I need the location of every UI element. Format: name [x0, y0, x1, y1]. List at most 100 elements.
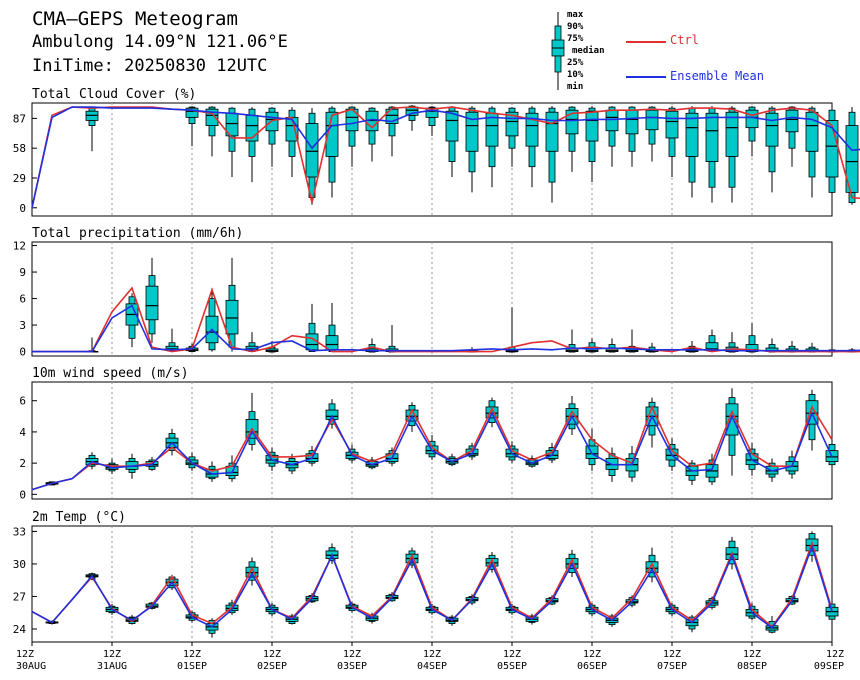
box-lower-tail: [668, 137, 676, 157]
legend-stat-75: 75%: [567, 34, 584, 44]
legend-mean-label: Ensemble Mean: [670, 69, 764, 83]
x-tick-hour: 12Z: [826, 649, 844, 660]
box-iqr: [425, 107, 439, 118]
box-upper-tail: [648, 554, 656, 563]
box-upper-tail: [168, 433, 176, 439]
box-iqr: [845, 125, 859, 193]
box-iqr: [745, 109, 759, 129]
box-lower-tail: [148, 465, 156, 470]
box-lower-tail: [428, 453, 436, 458]
box-upper-tail: [188, 456, 196, 461]
box-lower-tail: [208, 342, 216, 351]
box-lower-tail: [728, 434, 736, 456]
box-upper-tail: [828, 109, 836, 121]
box-lower-tail: [128, 324, 136, 339]
box-lower-tail: [628, 470, 636, 478]
box-lower-tail: [388, 123, 396, 137]
box-lower-tail: [248, 437, 256, 445]
box-iqr: [825, 120, 839, 178]
panel-title-precip: Total precipitation (mm/6h): [32, 226, 243, 241]
box-upper-tail: [328, 324, 336, 337]
box-iqr: [765, 112, 779, 147]
box-iqr: [745, 344, 759, 352]
box-lower-tail: [468, 150, 476, 173]
box-lower-tail: [588, 458, 596, 466]
box-iqr: [705, 112, 719, 162]
y-tick-label: 0: [19, 488, 26, 501]
box-lower-tail: [288, 467, 296, 472]
x-tick-hour: 12Z: [183, 649, 201, 660]
box-upper-tail: [808, 394, 816, 402]
box-iqr: [225, 299, 239, 335]
box-iqr: [465, 111, 479, 152]
box-upper-tail: [208, 298, 216, 317]
y-tick-label: 4: [19, 426, 26, 439]
box-upper-tail: [708, 335, 716, 344]
box-iqr: [545, 111, 559, 152]
box-lower-tail: [648, 425, 656, 436]
x-tick-date: 04SEP: [417, 661, 447, 672]
box-lower-tail: [188, 116, 196, 124]
box-lower-tail: [128, 468, 136, 473]
box-iqr: [725, 403, 739, 436]
box-lower-tail: [208, 125, 216, 137]
box-lower-tail: [788, 131, 796, 149]
box-iqr: [605, 109, 619, 132]
box-upper-tail: [828, 443, 836, 452]
box-lower-tail: [828, 615, 836, 620]
panel-title-temp: 2m Temp (°C): [32, 510, 126, 525]
panel-frame-temp: [31, 525, 833, 643]
y-tick-label: 87: [13, 112, 26, 125]
box-lower-tail: [508, 456, 516, 461]
box-upper-tail: [128, 296, 136, 305]
x-tick-hour: 12Z: [263, 649, 281, 660]
panel-title-cloud: Total Cloud Cover (%): [32, 87, 196, 102]
series-ensemble-mean-temp: [31, 544, 833, 630]
box-iqr: [325, 111, 339, 157]
box-lower-tail: [748, 127, 756, 142]
box-lower-tail: [268, 130, 276, 145]
legend-stat-min: min: [567, 82, 584, 92]
box-lower-tail: [768, 145, 776, 173]
x-tick-date: 08SEP: [737, 661, 767, 672]
box-iqr: [645, 109, 659, 131]
box-upper-tail: [528, 107, 536, 114]
series-ensemble-mean-precip: [32, 304, 860, 353]
box-upper-tail: [548, 107, 556, 113]
box-lower-tail: [528, 145, 536, 168]
box-lower-tail: [208, 629, 216, 634]
box-iqr: [305, 123, 319, 178]
x-tick-date: 02SEP: [257, 661, 287, 672]
box-lower-tail: [628, 133, 636, 152]
box-lower-tail: [768, 473, 776, 478]
box-iqr: [325, 335, 339, 351]
box-upper-tail: [748, 106, 756, 111]
box-lower-tail: [708, 476, 716, 483]
x-tick-date: 01SEP: [177, 661, 207, 672]
legend-stat-max: max: [567, 10, 584, 20]
box-upper-tail: [288, 109, 296, 118]
box-upper-tail: [328, 403, 336, 411]
box-iqr: [785, 109, 799, 133]
box-upper-tail: [168, 342, 176, 347]
box-iqr: [525, 112, 539, 147]
box-lower-tail: [328, 156, 336, 183]
box-upper-tail: [88, 454, 96, 459]
box-lower-tail: [348, 130, 356, 147]
box-upper-tail: [728, 540, 736, 549]
box-lower-tail: [408, 114, 416, 121]
series-ensemble-mean-wind: [31, 411, 833, 491]
box-upper-tail: [248, 342, 256, 347]
meteogram-title: CMA—GEPS Meteogram: [32, 8, 238, 30]
y-tick-label: 58: [13, 142, 26, 155]
box-upper-tail: [208, 465, 216, 470]
box-lower-tail: [488, 145, 496, 168]
box-lower-tail: [668, 459, 676, 467]
box-upper-tail: [328, 107, 336, 113]
x-tick-hour: 12Z: [423, 649, 441, 660]
y-tick-label: 30: [13, 558, 26, 571]
box-iqr: [145, 285, 159, 321]
x-tick-date: 09SEP: [814, 661, 844, 672]
legend-stat-10: 10%: [567, 70, 584, 80]
panel-title-wind: 10m wind speed (m/s): [32, 366, 189, 381]
